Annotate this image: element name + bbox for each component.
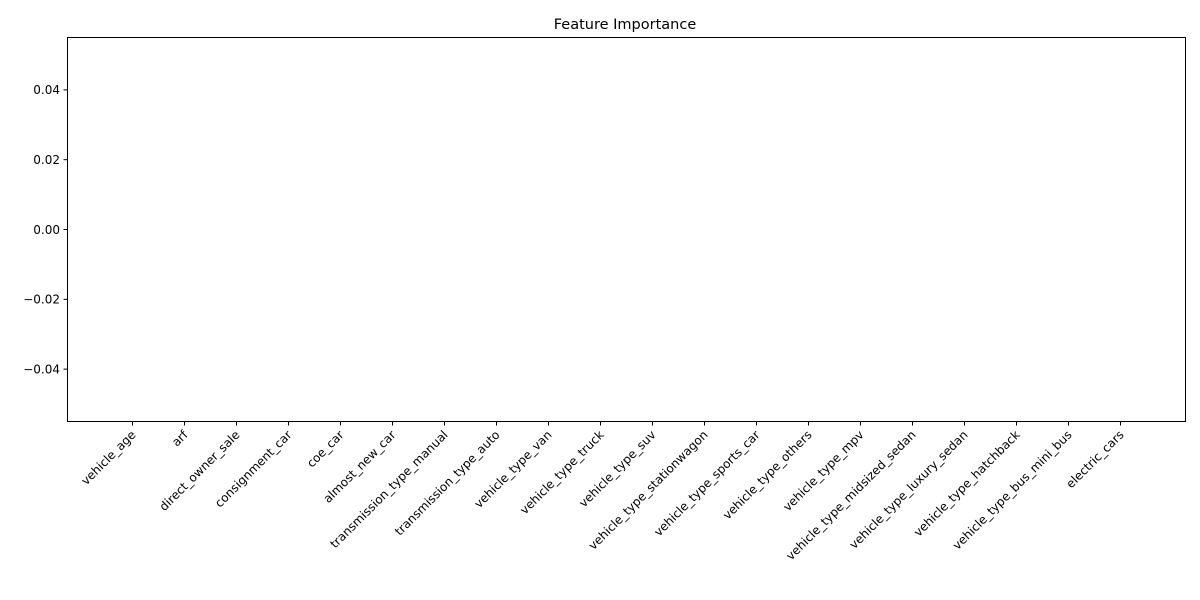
plot-frame [67,37,1186,422]
y-tick-label: −0.04 [23,362,60,376]
y-tick-label: 0.04 [33,83,60,97]
chart-title: Feature Importance [554,17,697,33]
y-tick-label: 0.02 [33,153,60,167]
y-axis: −0.04 −0.02 0.00 0.02 0.04 [23,83,68,376]
y-tick-label: 0.00 [33,223,60,237]
y-tick-label: −0.02 [23,293,60,307]
